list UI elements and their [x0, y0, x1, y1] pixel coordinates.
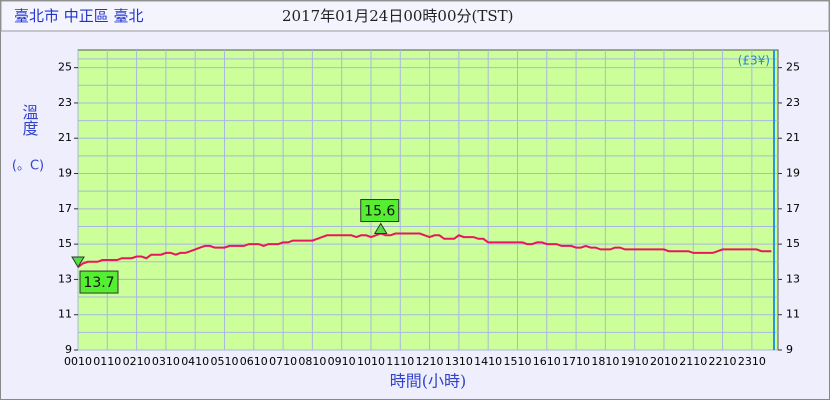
y-tick-label: 19 — [58, 167, 72, 180]
y-tick-label: 21 — [58, 131, 72, 144]
value-label-box — [79, 270, 119, 294]
max-label: 15.6 — [364, 204, 395, 220]
x-tick-label: 0110 — [93, 355, 121, 368]
x-tick-label: 0710 — [269, 355, 297, 368]
y2-tick-label: 19 — [786, 167, 800, 180]
x-tick-label: 2310 — [738, 355, 766, 368]
y-tick-label: 17 — [58, 202, 72, 215]
y-tick-label: 15 — [58, 237, 72, 250]
station-name: 臺北市 中正區 臺北 — [14, 7, 144, 25]
x-tick-label: 1610 — [533, 355, 561, 368]
max-marker — [373, 222, 388, 235]
y-axis-unit: (。C) — [12, 159, 44, 174]
x-tick-label: 1210 — [416, 355, 444, 368]
x-tick-label: 1310 — [445, 355, 473, 368]
y-tick-label: 23 — [58, 96, 72, 109]
y2-tick-label: 13 — [786, 272, 800, 285]
x-tick-label: 1510 — [503, 355, 531, 368]
x-tick-label: 0810 — [298, 355, 326, 368]
x-tick-label: 0510 — [210, 355, 238, 368]
plot-area — [77, 49, 779, 351]
y2-tick-label: 25 — [786, 61, 800, 74]
min-label: 13.7 — [83, 275, 114, 291]
x-tick-label: 0910 — [328, 355, 356, 368]
x-tick-label: 2010 — [650, 355, 678, 368]
x-tick-label: 2110 — [679, 355, 707, 368]
temperature-line — [77, 232, 772, 268]
min-marker — [71, 256, 85, 269]
x-tick-label: 0210 — [123, 355, 151, 368]
y-tick-label: 11 — [58, 308, 72, 321]
y-tick-label: 13 — [58, 272, 72, 285]
y2-tick-label: 9 — [786, 343, 793, 356]
value-label-box — [360, 199, 400, 223]
x-tick-label: 1410 — [474, 355, 502, 368]
x-axis-label: 時間(小時) — [390, 372, 467, 391]
y-tick-label: 9 — [65, 343, 72, 356]
header-bar — [0, 0, 830, 32]
x-tick-label: 1910 — [621, 355, 649, 368]
y2-tick-label: 11 — [786, 308, 800, 321]
x-tick-label: 1110 — [386, 355, 414, 368]
x-tick-label: 1810 — [591, 355, 619, 368]
y2-tick-label: 21 — [786, 131, 800, 144]
x-tick-label: 0410 — [181, 355, 209, 368]
x-tick-label: 0310 — [152, 355, 180, 368]
x-tick-label: 0610 — [240, 355, 268, 368]
x-tick-label: 0010 — [64, 355, 92, 368]
y2-tick-label: 17 — [786, 202, 800, 215]
x-tick-label: 1010 — [357, 355, 385, 368]
y-tick-label: 25 — [58, 61, 72, 74]
y2-tick-label: 15 — [786, 237, 800, 250]
x-tick-label: 2210 — [709, 355, 737, 368]
y2-tick-label: 23 — [786, 96, 800, 109]
x-tick-label: 1710 — [562, 355, 590, 368]
corner-note: (£3¥) — [738, 54, 770, 68]
chart-title: 2017年01月24日00時00分(TST) — [282, 7, 514, 25]
y-axis-label: 溫度 — [20, 104, 39, 136]
